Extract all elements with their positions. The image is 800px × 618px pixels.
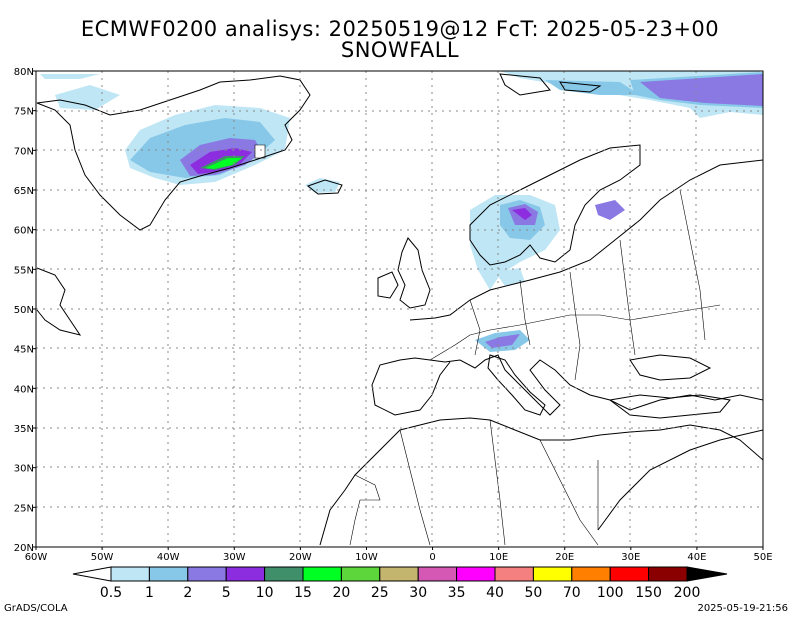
colorbar-under-arrow [72, 566, 112, 582]
lat-label: 55N [14, 265, 34, 276]
lon-label: 50E [753, 552, 772, 563]
lon-label: 0 [429, 552, 435, 563]
colorbar [72, 566, 728, 582]
longitude-labels: 60W 50W 40W 30W 20W 10W 0 10E 20E 30E 40E 50E [25, 547, 773, 563]
lat-label: 70N [14, 146, 34, 157]
colorbar-label: 70 [563, 585, 581, 601]
colorbar-label: 100 [597, 585, 624, 601]
lon-label: 30E [621, 552, 640, 563]
colorbar-swatch [148, 566, 189, 582]
lon-label: 40W [157, 552, 180, 563]
colorbar-swatch [456, 566, 496, 582]
colorbar-swatch [340, 566, 381, 582]
lon-label: 10E [489, 552, 508, 563]
lat-label: 50N [14, 305, 34, 316]
lat-label: 60N [14, 226, 34, 237]
colorbar-swatch [379, 566, 419, 582]
colorbar-swatch [302, 566, 342, 582]
colorbar-label: 15 [294, 585, 312, 601]
lat-label: 25N [14, 503, 34, 514]
colorbar-swatch [609, 566, 650, 582]
colorbar-label: 150 [635, 585, 662, 601]
colorbar-swatch [110, 566, 150, 582]
lat-label: 40N [14, 384, 34, 395]
lat-label: 75N [14, 107, 34, 118]
lat-label: 35N [14, 424, 34, 435]
colorbar-swatch [571, 566, 611, 582]
colorbar-label: 50 [524, 585, 542, 601]
colorbar-swatch [532, 566, 573, 582]
lon-label: 10W [355, 552, 378, 563]
lon-label: 60W [25, 552, 48, 563]
colorbar-label: 35 [448, 585, 466, 601]
snowfall-shading [40, 71, 763, 352]
footer-timestamp: 2025-05-19-21:56 [697, 603, 788, 614]
colorbar-label: 0.5 [100, 585, 122, 601]
gridlines [36, 71, 763, 547]
colorbar-swatch [264, 566, 304, 582]
lat-label: 45N [14, 345, 34, 356]
colorbar-label: 10 [256, 585, 274, 601]
colorbar-swatch [187, 566, 227, 582]
colorbar-label: 40 [486, 585, 504, 601]
lat-label: 65N [14, 186, 34, 197]
lon-label: 30W [223, 552, 246, 563]
colorbar-label: 1 [145, 585, 154, 601]
colorbar-swatch [494, 566, 534, 582]
colorbar-swatch [648, 566, 688, 582]
map-title: ECMWF0200 analisys: 20250519@12 FcT: 202… [80, 17, 720, 41]
country-borders [349, 189, 721, 546]
colorbar-label: 25 [371, 585, 389, 601]
colorbar-label: 200 [674, 585, 701, 601]
lon-label: 40E [687, 552, 706, 563]
lat-label: 30N [14, 464, 34, 475]
colorbar-label: 30 [409, 585, 427, 601]
colorbar-swatch [225, 566, 266, 582]
lon-label: 20E [555, 552, 574, 563]
latitude-labels: 80N 75N 70N 65N 60N 55N 50N 45N 40N 35N 30N 25N 20N [14, 67, 36, 554]
colorbar-label: 20 [332, 585, 350, 601]
colorbar-label: 5 [222, 585, 231, 601]
colorbar-label: 2 [183, 585, 192, 601]
footer-credit: GrADS/COLA [4, 603, 68, 614]
lon-label: 50W [91, 552, 114, 563]
colorbar-labels: 0.5 1 2 5 10 15 20 25 30 35 40 50 70 100 150 200 [100, 585, 701, 601]
lat-label: 80N [14, 67, 34, 78]
colorbar-over-arrow [686, 566, 728, 582]
lon-label: 20W [289, 552, 312, 563]
map-subtitle: SNOWFALL [340, 38, 460, 62]
lat-label: 20N [14, 543, 34, 554]
colorbar-swatch [417, 566, 458, 582]
